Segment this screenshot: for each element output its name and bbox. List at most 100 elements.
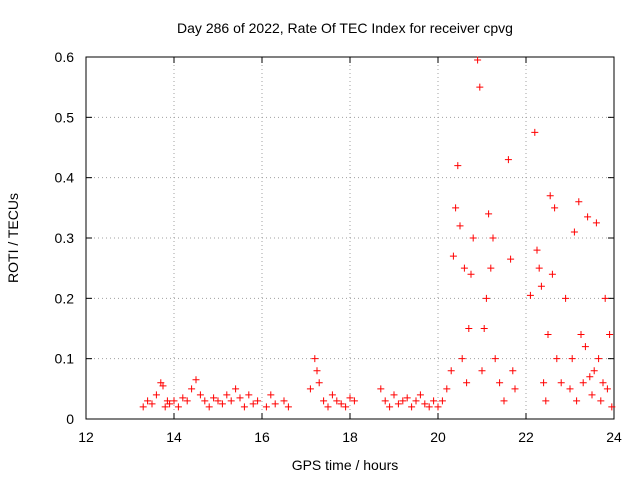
y-tick-label: 0.2: [55, 290, 75, 306]
x-axis-label: GPS time / hours: [292, 457, 399, 473]
data-point: [170, 397, 178, 405]
data-point: [443, 385, 451, 393]
data-point: [449, 252, 457, 260]
data-point: [452, 204, 460, 212]
data-point: [394, 400, 402, 408]
data-point: [474, 56, 482, 64]
data-point: [526, 291, 534, 299]
data-point: [542, 397, 550, 405]
data-point: [311, 355, 319, 363]
data-point: [346, 394, 354, 402]
data-point: [553, 355, 561, 363]
data-point: [262, 403, 270, 411]
x-tick-label: 12: [78, 429, 94, 445]
data-point: [236, 394, 244, 402]
y-tick-label: 0.3: [55, 230, 75, 246]
data-point: [485, 210, 493, 218]
data-point: [601, 294, 609, 302]
data-point: [533, 246, 541, 254]
data-point: [586, 373, 594, 381]
data-point: [148, 400, 156, 408]
data-point: [592, 219, 600, 227]
data-point: [196, 391, 204, 399]
chart-title: Day 286 of 2022, Rate Of TEC Index for r…: [177, 20, 513, 36]
data-point: [139, 403, 147, 411]
data-point: [507, 255, 515, 263]
data-point: [573, 397, 581, 405]
data-point: [306, 385, 314, 393]
data-point: [232, 385, 240, 393]
data-point: [152, 391, 160, 399]
data-point: [476, 83, 484, 91]
data-point: [489, 234, 497, 242]
data-point: [227, 397, 235, 405]
data-point: [581, 343, 589, 351]
data-point: [350, 397, 358, 405]
data-points: [139, 56, 616, 411]
data-point: [482, 294, 490, 302]
data-point: [313, 367, 321, 375]
x-tick-label: 24: [606, 429, 622, 445]
data-point: [399, 397, 407, 405]
data-point: [377, 385, 385, 393]
x-tick-label: 22: [518, 429, 534, 445]
data-point: [386, 403, 394, 411]
data-point: [390, 391, 398, 399]
data-point: [188, 385, 196, 393]
data-point: [438, 397, 446, 405]
x-tick-label: 18: [342, 429, 358, 445]
data-point: [562, 294, 570, 302]
data-point: [430, 397, 438, 405]
data-point: [469, 234, 477, 242]
x-tick-label: 16: [254, 429, 270, 445]
data-point: [467, 270, 475, 278]
data-point: [381, 397, 389, 405]
data-point: [342, 403, 350, 411]
data-point: [408, 403, 416, 411]
data-point: [531, 128, 539, 136]
data-point: [166, 400, 174, 408]
data-point: [159, 382, 167, 390]
data-point: [403, 394, 411, 402]
data-point: [465, 325, 473, 332]
data-point: [568, 355, 576, 363]
data-point: [192, 376, 200, 384]
data-point: [544, 331, 552, 339]
data-point: [491, 355, 499, 363]
data-point: [454, 162, 462, 170]
data-point: [487, 264, 495, 272]
data-point: [214, 397, 222, 405]
data-point: [557, 379, 565, 387]
y-tick-label: 0: [66, 411, 74, 427]
data-point: [328, 391, 336, 399]
data-point: [223, 391, 231, 399]
data-point: [254, 397, 262, 405]
data-point: [595, 355, 603, 363]
data-point: [447, 367, 455, 375]
data-point: [496, 379, 504, 387]
data-point: [588, 391, 596, 399]
data-point: [590, 367, 598, 375]
data-point: [566, 385, 574, 393]
data-point: [333, 397, 341, 405]
data-point: [324, 403, 332, 411]
data-point: [161, 403, 169, 411]
x-tick-label: 20: [430, 429, 446, 445]
data-point: [608, 403, 616, 411]
data-point: [337, 400, 345, 408]
data-point: [480, 325, 488, 332]
data-point: [218, 400, 226, 408]
data-point: [548, 270, 556, 278]
data-point: [320, 397, 328, 405]
data-point: [551, 204, 559, 212]
data-point: [425, 403, 433, 411]
data-point: [584, 213, 592, 221]
data-point: [511, 385, 519, 393]
y-axis-label: ROTI / TECUs: [5, 193, 21, 283]
y-tick-label: 0.1: [55, 351, 75, 367]
data-point: [201, 397, 209, 405]
data-point: [205, 403, 213, 411]
data-point: [210, 394, 218, 402]
